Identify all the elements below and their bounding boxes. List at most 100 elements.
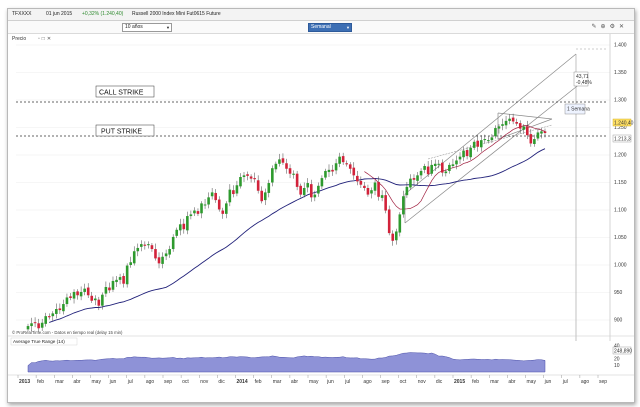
candle-body <box>58 308 62 311</box>
candle-body <box>246 174 249 176</box>
candle-body <box>196 211 200 214</box>
candle-body <box>494 128 497 137</box>
price-chart[interactable]: CALL STRIKE PUT STRIKE 43,71 -0,48% 1 Se… <box>8 9 634 402</box>
time-tick-label: sep <box>164 379 172 385</box>
time-tick-label: 2014 <box>237 379 248 385</box>
period-select[interactable]: 10 años ▼ <box>122 23 172 32</box>
minimize-icon[interactable]: ▫ <box>38 36 42 42</box>
maximize-icon[interactable]: □ <box>41 36 47 42</box>
candle-body <box>93 298 97 301</box>
price-axis: 1.400 1.350 1.300 1.250 1.200 1.150 1.100 1.050… <box>614 43 627 324</box>
atr-value-label: 248,890 <box>614 349 632 355</box>
candle-body <box>101 294 104 306</box>
candle-body <box>86 287 90 296</box>
settings-icon[interactable]: ⚙ <box>609 24 619 30</box>
candle-body <box>366 188 370 195</box>
candle-body <box>292 173 295 175</box>
candle-body <box>79 291 83 297</box>
candle-body <box>479 140 483 148</box>
candle-body <box>338 156 341 164</box>
candle-body <box>136 247 140 252</box>
atr-tick-label: 20 <box>614 357 620 363</box>
time-tick-label: jul <box>127 379 133 385</box>
last-price-label: 1.240,40 <box>614 121 634 127</box>
candle-body <box>508 118 511 121</box>
candle-body <box>33 322 37 324</box>
draw-tool-icon[interactable]: ✎ <box>591 24 601 30</box>
time-tick-label: sep <box>599 379 607 385</box>
candle-body <box>391 233 395 241</box>
candle-body <box>168 249 171 255</box>
candle-body <box>125 265 129 285</box>
candle-body <box>501 124 504 126</box>
candle-body <box>317 185 320 194</box>
candle-body <box>178 224 182 231</box>
interval-select[interactable]: Semanal ▼ <box>308 23 352 32</box>
candle-body <box>200 203 203 214</box>
candle-body <box>490 137 494 141</box>
target-info-box <box>573 71 589 87</box>
price-tick-label: 1.300 <box>614 98 627 104</box>
target-duration-box <box>564 103 586 115</box>
close-icon[interactable]: ✕ <box>618 24 628 30</box>
chevron-down-icon: ▼ <box>166 25 170 30</box>
candle-body <box>433 163 437 166</box>
atr-tick-label: 40 <box>614 344 620 350</box>
time-tick-label: jul <box>344 379 350 385</box>
candle-body <box>380 195 384 198</box>
candle-body <box>44 316 48 324</box>
candle-body <box>274 163 278 170</box>
atr-panel-box <box>10 337 78 346</box>
candle-body <box>529 134 533 144</box>
candle-body <box>83 288 86 292</box>
candle-body <box>313 194 317 198</box>
candle-body <box>522 126 526 130</box>
candle-body <box>143 244 147 246</box>
panel-tool-icons[interactable]: ▫□✕ <box>38 36 53 42</box>
candle-body <box>47 316 51 318</box>
candle-body <box>72 291 76 299</box>
candle-body <box>55 309 58 314</box>
time-tick-label: mar <box>273 379 282 385</box>
candle-body <box>497 126 501 129</box>
candle-body <box>76 291 79 296</box>
candle-body <box>122 276 125 284</box>
candle-body <box>472 141 476 148</box>
candle-body <box>288 168 292 174</box>
candle-body <box>533 139 536 144</box>
zoom-icon[interactable]: ⊕ <box>600 24 610 30</box>
time-tick-label: ago <box>363 379 372 385</box>
time-tick-label: feb <box>255 379 262 385</box>
target-box-value: 43,71 <box>576 74 589 80</box>
candle-body <box>108 287 111 291</box>
time-tick-label: dic <box>218 379 225 385</box>
chevron-down-icon: ▼ <box>346 25 350 30</box>
candle-body <box>278 159 281 164</box>
candle-body <box>186 216 189 231</box>
candle-body <box>306 183 310 188</box>
candle-body <box>377 181 380 197</box>
date-label: 01 jun 2015 <box>46 11 73 17</box>
toolbar-icons[interactable]: ✎⊕⚙✕ <box>592 23 628 30</box>
candle-body <box>416 175 419 181</box>
candle-body <box>430 164 433 174</box>
price-tick-label: 1.000 <box>614 263 627 269</box>
call-strike-box <box>95 85 155 98</box>
candle-body <box>487 140 490 142</box>
candle-body <box>483 139 487 141</box>
candle-body <box>97 299 101 306</box>
last-price-tag <box>612 118 632 127</box>
symbol-label[interactable]: TFXXXX <box>12 11 32 17</box>
candle-body <box>207 197 210 205</box>
price-tick-label: 1.350 <box>614 70 627 76</box>
time-tick-label: oct <box>400 379 407 385</box>
candle-body <box>171 236 175 250</box>
put-strike-label: PUT STRIKE <box>101 129 142 136</box>
time-tick-label: nov <box>418 379 427 385</box>
time-tick-label: may <box>309 379 319 385</box>
price-tick-label: 1.200 <box>614 153 627 159</box>
time-tick-label: 2013 <box>19 379 30 385</box>
candle-body <box>540 131 543 134</box>
put-level-label: 1.213,3 <box>614 137 631 143</box>
panel-close-icon[interactable]: ✕ <box>46 36 54 42</box>
